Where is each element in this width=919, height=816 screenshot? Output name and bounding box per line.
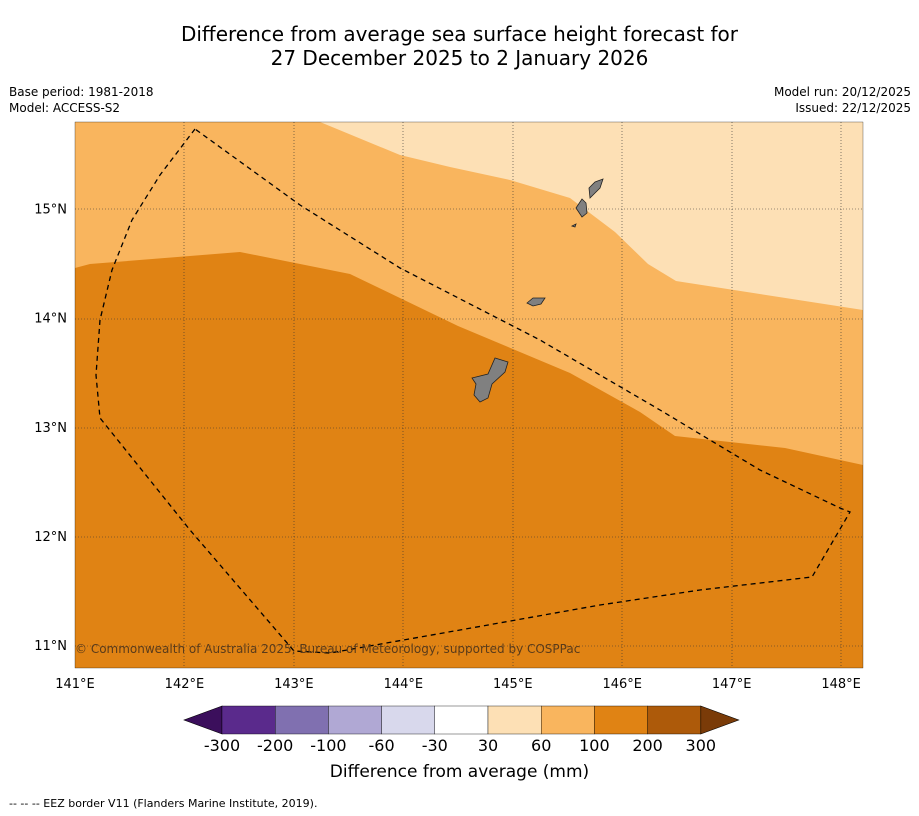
model-run-text: Model run: 20/12/2025 — [773, 85, 911, 99]
colorbar-segment — [647, 705, 701, 735]
zone-30-60 — [320, 122, 863, 310]
longitude-tick-label: 146°E — [602, 677, 642, 692]
colorbar-tick-label: -30 — [422, 736, 448, 755]
title-line-1: Difference from average sea surface heig… — [180, 22, 739, 46]
colorbar-segment — [434, 705, 489, 735]
longitude-tick-label: 142°E — [165, 677, 205, 692]
guam-island — [471, 357, 509, 403]
islands — [471, 178, 604, 403]
latitude-tick-label: 12°N — [34, 530, 67, 545]
meta-right: Model run: 20/12/2025 Issued: 22/12/2025 — [774, 84, 911, 116]
colorbar-high-extend — [700, 705, 740, 735]
map-panel — [75, 122, 863, 668]
model-text: Model: ACCESS-S2 — [9, 101, 121, 115]
colorbar-tick-label: 200 — [632, 736, 663, 755]
issued-text: Issued: 22/12/2025 — [795, 101, 911, 115]
colorbar-low-extend — [183, 705, 223, 735]
title-line-2: 27 December 2025 to 2 January 2026 — [270, 46, 649, 70]
colorbar-segment — [541, 705, 595, 735]
colorbar-tick-label: -60 — [369, 736, 395, 755]
colorbar-title: Difference from average (mm) — [329, 762, 590, 782]
longitude-tick-label: 141°E — [55, 677, 95, 692]
colorbar-segment — [221, 705, 276, 735]
colorbar-tick-label: 100 — [579, 736, 610, 755]
tinian-island — [575, 198, 588, 218]
aguijan-island — [570, 223, 577, 228]
colorbar-tick-label: 300 — [686, 736, 717, 755]
colorbar-tick-labels: -300 -200 -100 -60 -30 30 60 100 200 300 — [204, 736, 716, 755]
latitude-labels: 15°N 14°N 13°N 12°N 11°N — [34, 202, 67, 654]
map-frame — [74, 121, 864, 669]
colorbar — [183, 705, 740, 735]
longitude-labels: 141°E 142°E 143°E 144°E 145°E 146°E 147°E 148°E — [55, 677, 861, 692]
longitude-tick-label: 145°E — [493, 677, 533, 692]
colorbar-segment — [328, 705, 382, 735]
latitude-tick-label: 11°N — [34, 639, 67, 654]
latitude-tick-label: 15°N — [34, 202, 67, 217]
colorbar-tick-label: 30 — [478, 736, 498, 755]
rota-island — [526, 297, 546, 307]
latitude-tick-label: 14°N — [34, 312, 67, 327]
chart-title: Difference from average sea surface heig… — [0, 22, 919, 70]
longitude-tick-label: 148°E — [821, 677, 861, 692]
colorbar-tick-label: -300 — [204, 736, 240, 755]
colorbar-segment — [594, 705, 648, 735]
longitude-tick-label: 144°E — [384, 677, 424, 692]
eez-border — [95, 128, 851, 654]
longitude-tick-label: 143°E — [274, 677, 314, 692]
colorbar-tick-label: 60 — [531, 736, 551, 755]
base-period-text: Base period: 1981-2018 — [9, 85, 154, 99]
meta-left: Base period: 1981-2018 Model: ACCESS-S2 — [9, 84, 154, 116]
colorbar-segment — [275, 705, 329, 735]
graticule — [75, 122, 863, 668]
copyright-text: © Commonwealth of Australia 2025, Bureau… — [75, 642, 580, 656]
latitude-tick-label: 13°N — [34, 421, 67, 436]
colorbar-segment — [487, 705, 542, 735]
colorbar-segment — [381, 705, 436, 735]
colorbar-tick-label: -100 — [310, 736, 346, 755]
saipan-island — [588, 178, 604, 199]
eez-footnote: -- -- -- EEZ border V11 (Flanders Marine… — [9, 797, 318, 810]
colorbar-tick-label: -200 — [257, 736, 293, 755]
longitude-tick-label: 147°E — [712, 677, 752, 692]
